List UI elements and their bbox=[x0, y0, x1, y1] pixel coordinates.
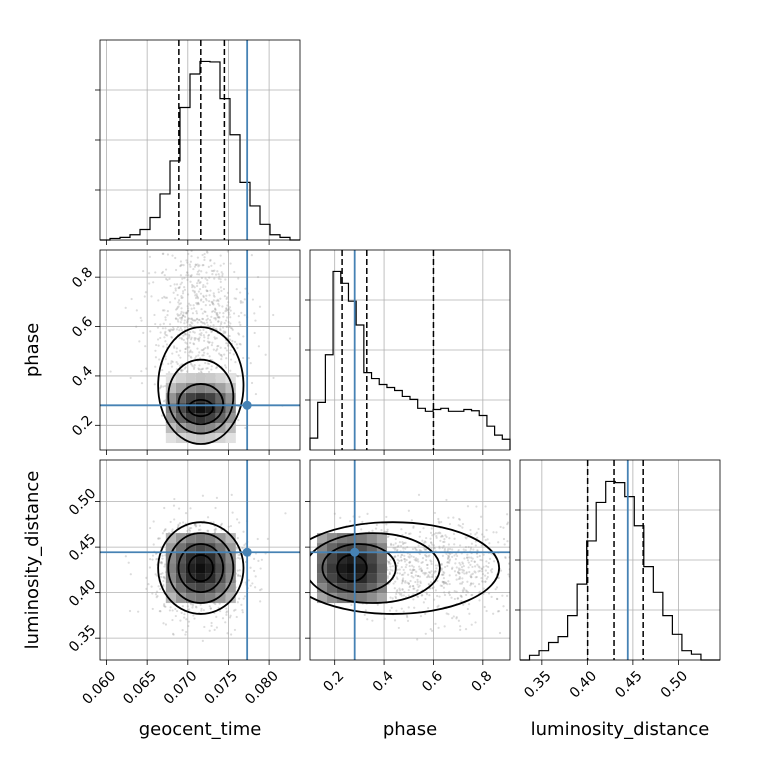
xtick-label-phase: 0.8 bbox=[469, 668, 496, 695]
ylabel-phase: phase bbox=[22, 323, 43, 377]
xtick-label-phase: 0.2 bbox=[320, 668, 347, 695]
xlabel-luminosity-distance: luminosity_distance bbox=[531, 719, 710, 740]
contour-level bbox=[321, 543, 397, 593]
contour-level bbox=[187, 398, 214, 418]
contours-geocent_time-phase bbox=[157, 326, 245, 445]
contours-phase-luminosity_distance bbox=[310, 521, 500, 615]
ytick-label-phase: 0.4 bbox=[69, 363, 96, 390]
xtick-label-geocent_time: 0.060 bbox=[80, 668, 120, 708]
xtick-label-luminosity_distance: 0.45 bbox=[612, 668, 645, 701]
xtick-label-phase: 0.6 bbox=[419, 668, 446, 695]
truth-marker bbox=[350, 547, 360, 557]
density-geocent_time-luminosity_distance bbox=[165, 533, 236, 604]
contour-level bbox=[157, 521, 245, 615]
xtick-label-geocent_time: 0.075 bbox=[202, 668, 242, 708]
ytick-label-phase: 0.2 bbox=[69, 412, 96, 439]
contour-level bbox=[157, 326, 245, 445]
ytick-label-luminosity_distance: 0.40 bbox=[66, 577, 99, 610]
ytick-label-phase: 0.8 bbox=[69, 264, 96, 291]
ytick-label-luminosity_distance: 0.35 bbox=[66, 622, 99, 655]
truth-marker bbox=[242, 547, 252, 557]
contour-level bbox=[310, 521, 500, 615]
contour-level bbox=[310, 532, 441, 604]
histogram-luminosity_distance bbox=[520, 480, 720, 661]
contour-level bbox=[177, 543, 225, 593]
ytick-label-luminosity_distance: 0.45 bbox=[66, 531, 99, 564]
xtick-label-geocent_time: 0.065 bbox=[120, 668, 160, 708]
ytick-label-phase: 0.6 bbox=[69, 314, 96, 341]
xtick-label-luminosity_distance: 0.40 bbox=[567, 668, 600, 701]
xtick-label-luminosity_distance: 0.35 bbox=[521, 668, 554, 701]
contour-level bbox=[167, 532, 235, 604]
ylabel-luminosity-distance: luminosity_distance bbox=[22, 471, 43, 650]
xtick-label-geocent_time: 0.080 bbox=[242, 668, 282, 708]
frame-geocent_time-phase bbox=[99, 249, 301, 451]
contour-level bbox=[167, 358, 235, 435]
contour-level bbox=[187, 554, 214, 583]
xtick-label-luminosity_distance: 0.50 bbox=[658, 668, 691, 701]
xlabel-geocent-time: geocent_time bbox=[139, 719, 262, 740]
xtick-label-phase: 0.4 bbox=[370, 668, 397, 695]
frame-phase-luminosity_distance bbox=[309, 459, 511, 661]
contours-geocent_time-luminosity_distance bbox=[157, 521, 245, 615]
ytick-label-luminosity_distance: 0.50 bbox=[66, 486, 99, 519]
histogram-geocent_time bbox=[100, 60, 300, 241]
xtick-label-geocent_time: 0.070 bbox=[161, 668, 201, 708]
contour-level bbox=[177, 383, 225, 426]
histogram-phase bbox=[309, 270, 511, 450]
frame-geocent_time-luminosity_distance bbox=[99, 459, 301, 661]
xlabel-phase: phase bbox=[383, 719, 437, 740]
truth-marker bbox=[242, 400, 252, 410]
